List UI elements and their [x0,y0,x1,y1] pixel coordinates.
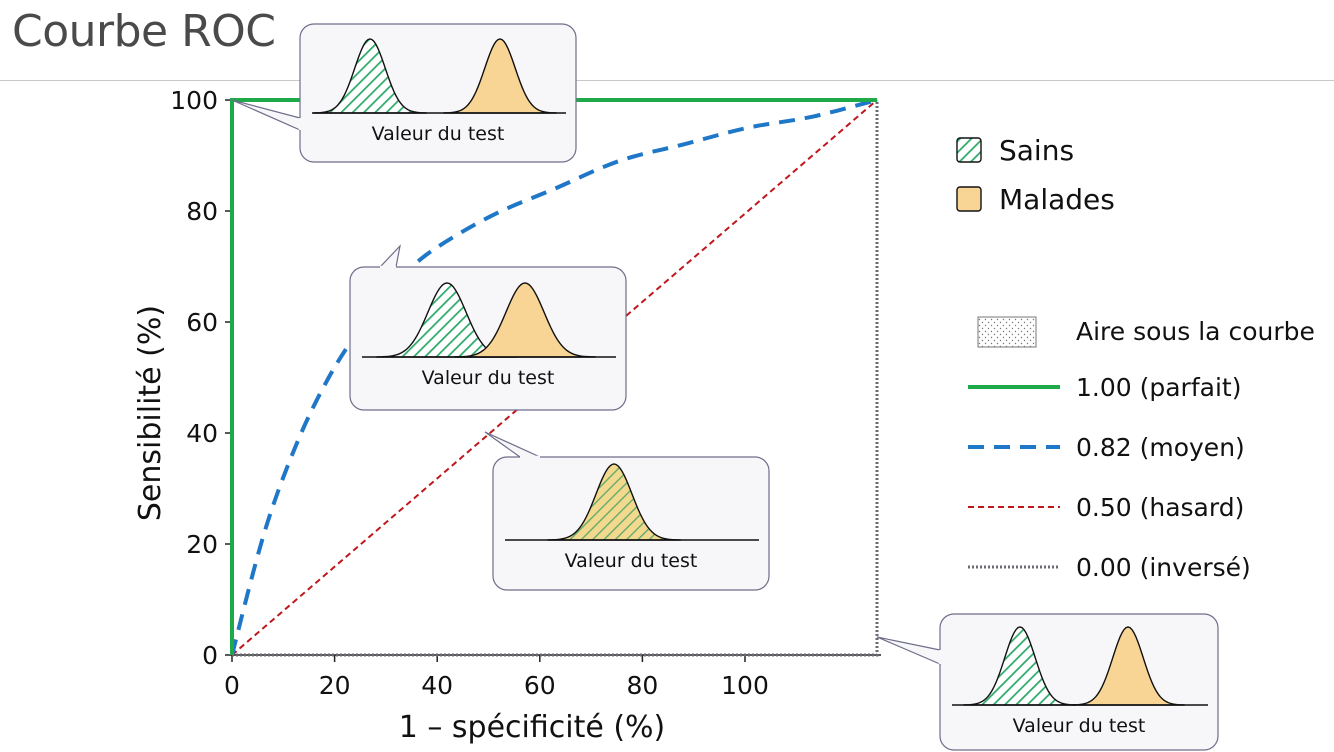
legend-swatch-malades [956,186,982,212]
x-tick-label: 60 [524,671,556,700]
y-tick-label: 20 [186,530,218,559]
callout-inverse: Valeur du test [876,613,1219,751]
overlap-curve [547,463,681,541]
y-tick-label: 60 [186,308,218,337]
callout-label: Valeur du test [565,550,698,572]
axes: 0 20 40 60 80 100 0 20 40 60 80 100 1 – spécificité … [133,86,881,745]
x-tick-label: 20 [319,671,351,700]
x-tick-label: 80 [626,671,658,700]
x-tick-label: 40 [421,671,453,700]
legend: Sains Malades Aire sous la courbe 1.00 (par… [956,134,1315,582]
series-line-1 [230,98,878,656]
legend-label-malades: Malades [999,183,1115,216]
malades-curve [443,38,557,114]
callout-label: Valeur du test [422,367,555,389]
sains-curve [313,38,427,114]
y-tick-label: 40 [186,419,218,448]
callout-moyen: Valeur du test [349,244,627,411]
callout-tail [876,636,941,665]
callout-tail [231,99,301,131]
callout-hasard: Valeur du test [484,431,770,591]
legend-label-3: 0.00 (inversé) [1076,553,1251,582]
legend-swatch-sains [956,137,982,163]
legend-label-2: 0.50 (hasard) [1076,493,1244,522]
legend-label-sains: Sains [999,134,1074,167]
x-axis-label: 1 – spécificité (%) [399,710,666,745]
y-tick-label: 80 [186,197,218,226]
sains-curve [963,626,1077,706]
y-tick-label: 0 [202,641,218,670]
title-divider [0,80,1334,81]
callout-box [349,266,627,411]
callout-parfait: Valeur du test [231,23,577,163]
legend-label-1: 0.82 (moyen) [1076,433,1245,462]
y-axis-label: Sensibilité (%) [133,305,168,521]
callout-label: Valeur du test [372,123,505,145]
x-tick-label: 100 [721,671,769,700]
malades-curve [454,282,596,358]
legend-label-area: Aire sous la courbe [1076,317,1315,346]
legend-label-0: 1.00 (parfait) [1076,373,1241,402]
callout-layer: Valeur du test Valeur du test Valeur du te… [231,23,1219,751]
callout-tail [484,431,541,458]
y-tick-label: 100 [170,86,218,115]
callout-label: Valeur du test [1013,715,1146,737]
legend-swatch-area [977,316,1037,348]
callout-tail [378,244,401,268]
x-tick-label: 0 [224,671,240,700]
series-line-3 [232,100,879,657]
chart-title: Courbe ROC [12,6,276,57]
malades-curve [1071,626,1185,706]
